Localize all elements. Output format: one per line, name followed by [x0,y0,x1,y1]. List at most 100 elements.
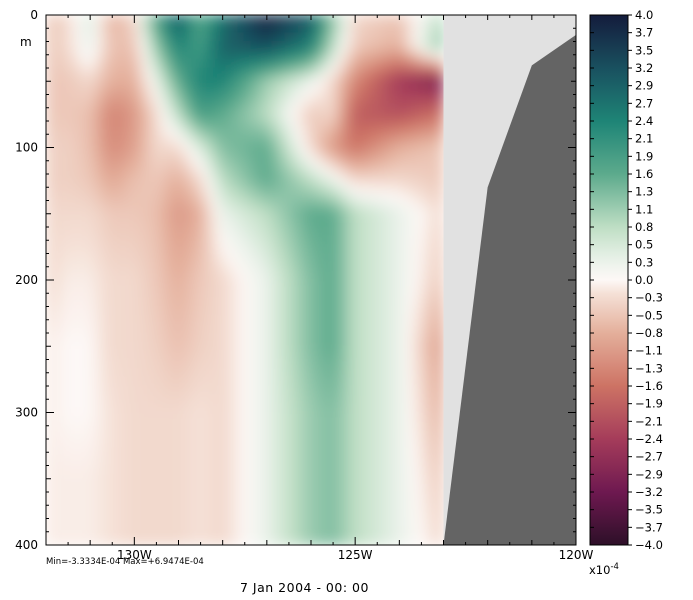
heatmap-cell [171,323,179,334]
heatmap-cell [270,200,279,210]
heatmap-cell [58,270,67,281]
heatmap-cell [310,438,319,449]
heatmap-cell [144,403,153,413]
heatmap-cell [211,111,219,122]
heatmap-cell [111,341,120,352]
heatmap-cell [350,438,358,449]
heatmap-cell [290,67,299,78]
heatmap-cell [356,473,365,484]
heatmap-cell [284,129,292,140]
heatmap-cell [383,376,391,387]
heatmap-cell [290,155,299,166]
heatmap-cell [370,323,378,334]
heatmap-cell [270,235,279,246]
heatmap-cell [250,535,259,545]
heatmap-cell [350,323,358,334]
heatmap-cell [211,191,219,201]
heatmap-cell [356,235,365,246]
heatmap-cell [297,412,305,422]
heatmap-cell [363,482,372,493]
heatmap-cell [403,535,411,545]
heatmap-cell [204,15,213,25]
heatmap-cell [125,226,133,237]
heatmap-cell [264,94,272,104]
heatmap-cell [78,429,87,440]
heatmap-cell [383,518,391,528]
heatmap-cell [197,270,206,281]
heatmap-cell [297,367,305,378]
heatmap-cell [158,509,166,519]
heatmap-cell [376,208,385,219]
heatmap-cell [118,32,126,42]
heatmap-cell [330,509,338,519]
heatmap-cell [270,465,279,475]
heatmap-cell [323,429,332,440]
heatmap-cell [204,385,213,396]
heatmap-cell [151,367,160,378]
heatmap-cell [217,350,226,360]
heatmap-cell [118,191,126,201]
heatmap-cell [85,288,93,299]
heatmap-cell [78,85,87,95]
heatmap-cell [370,200,378,210]
heatmap-cell [58,323,67,334]
heatmap-cell [257,314,266,325]
heatmap-cell [317,15,325,25]
heatmap-cell [184,147,193,157]
heatmap-cell [158,350,166,360]
heatmap-cell [118,129,126,140]
heatmap-cell [131,394,140,405]
heatmap-cell [58,182,67,193]
heatmap-cell [337,208,345,219]
heatmap-cell [217,535,226,545]
heatmap-cell [237,438,246,449]
heatmap-cell [111,191,120,201]
heatmap-cell [423,155,431,166]
heatmap-cell [125,58,133,69]
heatmap-cell [231,412,239,422]
heatmap-cell [111,261,120,272]
heatmap-cell [297,32,305,42]
heatmap-cell [390,314,398,325]
heatmap-cell [330,67,338,78]
heatmap-cell [118,438,126,449]
heatmap-cell [403,314,411,325]
heatmap-cell [237,385,246,396]
heatmap-cell [118,235,126,246]
heatmap-cell [144,394,153,405]
heatmap-cell [211,376,219,387]
heatmap-cell [317,412,325,422]
heatmap-cell [270,420,279,431]
heatmap-cell [297,306,305,316]
heatmap-cell [217,279,226,290]
heatmap-cell [416,314,425,325]
heatmap-cell [390,94,398,104]
heatmap-cell [105,164,113,175]
heatmap-cell [356,420,365,431]
heatmap-cell [423,67,431,78]
heatmap-cell [224,120,232,131]
heatmap-cell [211,208,219,219]
heatmap-cell [46,164,54,175]
heatmap-cell [138,32,146,42]
colorbar-tick-label: 0.5 [635,238,653,252]
heatmap-cell [343,182,352,193]
heatmap-cell [171,94,179,104]
heatmap-cell [224,85,232,95]
heatmap-cell [144,447,153,458]
heatmap-cell [105,58,113,69]
heatmap-cell [138,465,146,475]
heatmap-cell [290,94,299,104]
heatmap-cell [416,94,425,104]
heatmap-cell [330,394,338,405]
heatmap-cell [303,385,312,396]
heatmap-cell [363,261,372,272]
heatmap-cell [178,412,186,422]
heatmap-cell [151,394,160,405]
heatmap-cell [91,253,100,263]
heatmap-cell [390,253,398,263]
heatmap-cell [310,244,319,254]
heatmap-cell [370,253,378,263]
heatmap-cell [52,323,60,334]
heatmap-cell [370,85,378,95]
